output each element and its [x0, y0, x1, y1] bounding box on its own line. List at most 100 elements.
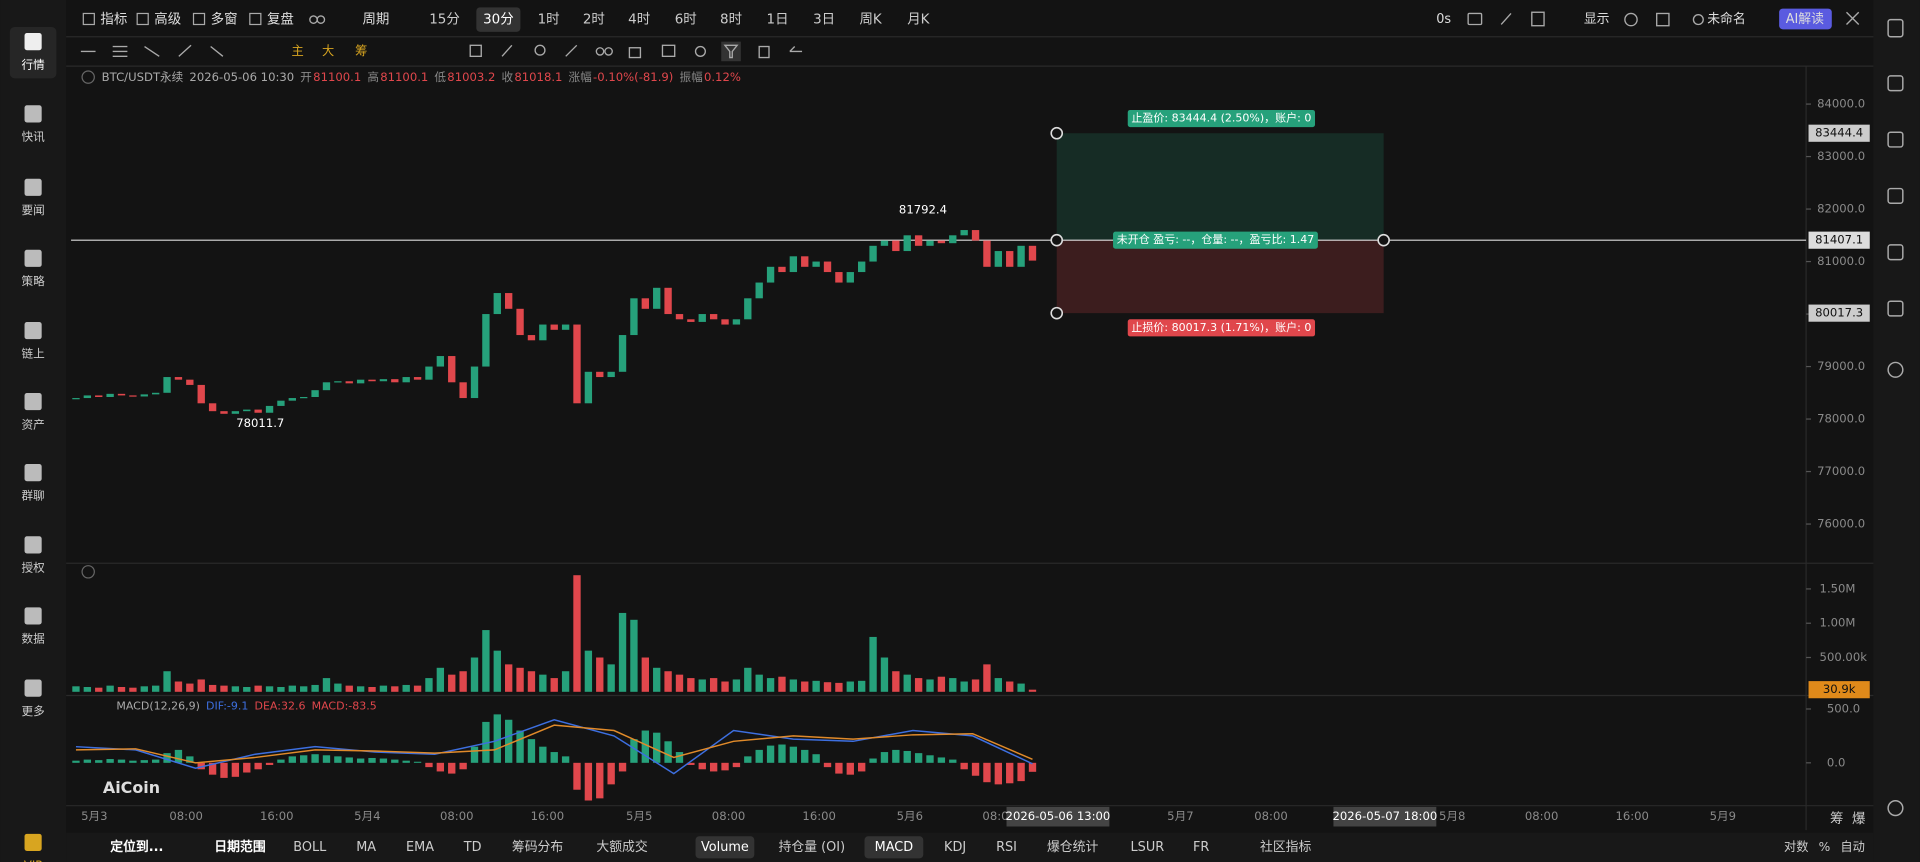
- y-tick-label: 79000.0: [1817, 359, 1865, 373]
- interval[interactable]: 30分: [483, 12, 514, 28]
- macd-bar: [379, 758, 388, 763]
- indicator[interactable]: TD: [463, 840, 482, 855]
- interval[interactable]: 周K: [859, 13, 882, 28]
- volume-bar: [584, 650, 593, 692]
- volume-bar: [470, 657, 479, 692]
- menu-item[interactable]: 高级: [154, 11, 181, 28]
- volume-bar: [208, 684, 217, 692]
- bottom-menu[interactable]: 定位到...: [110, 839, 163, 855]
- menu-item[interactable]: 多窗: [211, 11, 238, 28]
- candle: [334, 381, 342, 383]
- sidebar-label[interactable]: 行情: [21, 57, 45, 71]
- indicator[interactable]: LSUR: [1131, 840, 1165, 855]
- volume-bar: [197, 679, 205, 692]
- tool[interactable]: 大: [322, 44, 334, 58]
- interval[interactable]: 8时: [720, 12, 742, 28]
- indicator[interactable]: Volume: [701, 840, 749, 855]
- volume-tag-label: 30.9k: [1823, 682, 1856, 696]
- macd-bar: [949, 759, 957, 763]
- interval[interactable]: 月K: [907, 13, 930, 28]
- indicator[interactable]: BOLL: [293, 840, 327, 855]
- sidebar-label[interactable]: 授权: [21, 561, 45, 575]
- macd-bar: [322, 755, 331, 763]
- sidebar-label[interactable]: 快讯: [21, 130, 45, 144]
- top-right-item[interactable]: AI解读: [1786, 12, 1824, 27]
- right-sidebar: [1873, 0, 1920, 862]
- tool[interactable]: 筹: [355, 44, 367, 58]
- indicator[interactable]: MACD: [875, 840, 914, 855]
- macd-bar: [186, 756, 194, 763]
- volume-bar: [516, 667, 524, 692]
- candle: [448, 356, 456, 383]
- volume-bar: [687, 678, 695, 692]
- indicator[interactable]: 持仓量 (OI): [779, 840, 846, 855]
- axis-corner[interactable]: 筹: [1830, 810, 1843, 827]
- indicator[interactable]: 社区指标: [1260, 839, 1312, 855]
- indicator[interactable]: 筹码分布: [512, 839, 564, 855]
- bottom-menu[interactable]: 日期范围: [214, 839, 266, 855]
- candle: [561, 324, 570, 330]
- interval[interactable]: 6时: [675, 12, 697, 28]
- candle: [72, 398, 80, 400]
- candle: [675, 314, 684, 320]
- candle: [664, 287, 672, 315]
- indicator[interactable]: 大额成交: [596, 839, 648, 855]
- top-right-item[interactable]: 未命名: [1707, 11, 1746, 27]
- menu-item[interactable]: 复盘: [267, 11, 294, 28]
- interval[interactable]: 4时: [628, 12, 650, 28]
- field-label: 高: [367, 70, 379, 84]
- interval[interactable]: 2时: [583, 12, 605, 28]
- sidebar-label[interactable]: 群聊: [21, 488, 44, 502]
- interval[interactable]: 3日: [813, 13, 835, 28]
- macd-bar: [971, 762, 980, 776]
- sidebar-label[interactable]: 数据: [21, 632, 45, 646]
- tool[interactable]: 主: [291, 44, 303, 58]
- macd-bar: [482, 721, 490, 763]
- volume-bar: [220, 685, 228, 692]
- handle[interactable]: [1377, 233, 1390, 247]
- volume-bar: [243, 687, 251, 692]
- sidebar-label[interactable]: 资产: [21, 417, 44, 431]
- bottom-right-item[interactable]: 对数: [1784, 839, 1808, 854]
- handle[interactable]: [1050, 126, 1064, 140]
- right-icons: [1887, 18, 1904, 817]
- sidebar-label[interactable]: 更多: [21, 704, 44, 718]
- macd-bar: [846, 762, 854, 775]
- indicator[interactable]: FR: [1193, 840, 1209, 855]
- volume-bar: [675, 674, 684, 692]
- handle[interactable]: [1050, 306, 1064, 320]
- sidebar-label[interactable]: 要闻: [21, 203, 44, 217]
- bottom-right-item[interactable]: %: [1819, 840, 1831, 854]
- indicator[interactable]: 爆仓统计: [1047, 840, 1099, 855]
- macd-bar: [300, 755, 308, 763]
- interval[interactable]: 1日: [767, 13, 789, 28]
- macd-bar: [709, 762, 718, 772]
- handle[interactable]: [1050, 233, 1064, 247]
- candle: [220, 411, 228, 414]
- indicator[interactable]: MA: [356, 840, 376, 855]
- y-tick-label: 500.0: [1827, 701, 1860, 715]
- indicator[interactable]: KDJ: [944, 840, 966, 855]
- interval[interactable]: 15分: [429, 12, 460, 28]
- period-menu[interactable]: 周期: [362, 12, 389, 28]
- indicator[interactable]: EMA: [406, 840, 434, 855]
- top-right-item[interactable]: 显示: [1584, 12, 1610, 27]
- toolbar-icons: [80, 41, 803, 62]
- sidebar-label[interactable]: 策略: [21, 274, 45, 288]
- macd-bar: [459, 762, 467, 770]
- bottom-right-item[interactable]: 自动: [1840, 840, 1864, 854]
- axis-corner[interactable]: 爆: [1852, 811, 1866, 827]
- volume-bar: [288, 685, 296, 692]
- top-right-item[interactable]: 0s: [1436, 12, 1451, 27]
- sidebar-label[interactable]: VIP: [24, 858, 42, 862]
- sidebar-label[interactable]: 链上: [21, 346, 45, 360]
- menu-item[interactable]: 指标: [100, 12, 127, 28]
- volume-bar: [482, 630, 490, 692]
- macd-bar: [539, 746, 547, 763]
- indicator[interactable]: RSI: [996, 840, 1017, 855]
- interval[interactable]: 1时: [538, 12, 560, 28]
- volume-bar: [914, 678, 923, 692]
- candle: [903, 235, 911, 252]
- collapse: [81, 565, 95, 579]
